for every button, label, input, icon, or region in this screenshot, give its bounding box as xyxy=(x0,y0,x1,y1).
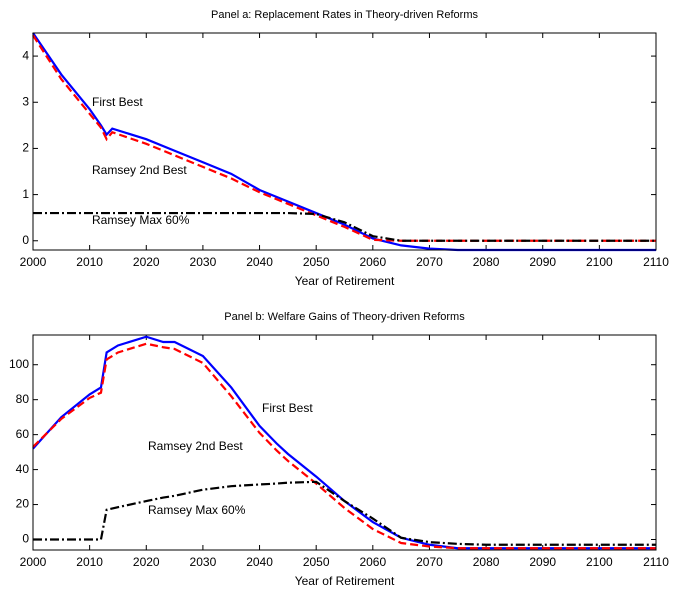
x-tick-label: 2000 xyxy=(20,555,47,569)
series-label: First Best xyxy=(92,95,143,109)
x-tick-label: 2080 xyxy=(473,555,500,569)
x-tick-label: 2010 xyxy=(76,255,103,269)
x-tick-label: 2090 xyxy=(529,555,556,569)
x-tick-label: 2070 xyxy=(416,555,443,569)
series-line xyxy=(32,34,656,242)
y-tick-label: 3 xyxy=(22,94,29,108)
series-line xyxy=(32,335,656,550)
y-tick-label: 2 xyxy=(22,141,29,155)
series-label: First Best xyxy=(262,401,313,415)
series-label: Ramsey 2nd Best xyxy=(92,163,187,177)
y-tick-label: 20 xyxy=(16,497,30,511)
y-tick-label: 100 xyxy=(9,357,29,371)
series-line xyxy=(33,211,656,242)
x-tick-label: 2100 xyxy=(586,255,613,269)
x-axis-label: Year of Retirement xyxy=(295,574,395,588)
x-tick-label: 2060 xyxy=(359,555,386,569)
y-tick-label: 1 xyxy=(22,187,29,201)
series-label: Ramsey Max 60% xyxy=(148,503,246,517)
x-tick-label: 2040 xyxy=(246,555,273,569)
x-tick-label: 2060 xyxy=(359,255,386,269)
plot-frame xyxy=(32,334,657,551)
x-tick-label: 2110 xyxy=(643,255,669,269)
y-tick-label: 60 xyxy=(16,427,30,441)
x-tick-label: 2090 xyxy=(529,255,556,269)
series-line xyxy=(32,342,656,550)
y-tick-label: 0 xyxy=(22,532,29,546)
x-tick-label: 2030 xyxy=(190,255,217,269)
x-tick-label: 2110 xyxy=(643,555,669,569)
x-tick-label: 2050 xyxy=(303,255,330,269)
series-label: Ramsey Max 60% xyxy=(92,213,190,227)
x-tick-label: 2080 xyxy=(473,255,500,269)
y-tick-label: 40 xyxy=(16,462,30,476)
x-tick-label: 2100 xyxy=(586,555,613,569)
y-tick-label: 80 xyxy=(16,392,30,406)
x-tick-label: 2000 xyxy=(20,255,47,269)
series-line xyxy=(33,480,656,546)
x-tick-label: 2020 xyxy=(133,555,160,569)
x-tick-label: 2050 xyxy=(303,555,330,569)
x-tick-label: 2020 xyxy=(133,255,160,269)
y-tick-label: 0 xyxy=(22,233,29,247)
x-tick-label: 2070 xyxy=(416,255,443,269)
plot-frame xyxy=(32,32,657,251)
x-tick-label: 2010 xyxy=(76,555,103,569)
series-label: Ramsey 2nd Best xyxy=(148,439,243,453)
y-tick-label: 4 xyxy=(22,48,29,62)
x-axis-label: Year of Retirement xyxy=(295,274,395,288)
chart-title: Panel b: Welfare Gains of Theory-driven … xyxy=(224,311,465,323)
x-tick-label: 2040 xyxy=(246,255,273,269)
x-tick-label: 2030 xyxy=(190,555,217,569)
chart-title: Panel a: Replacement Rates in Theory-dri… xyxy=(211,9,478,21)
